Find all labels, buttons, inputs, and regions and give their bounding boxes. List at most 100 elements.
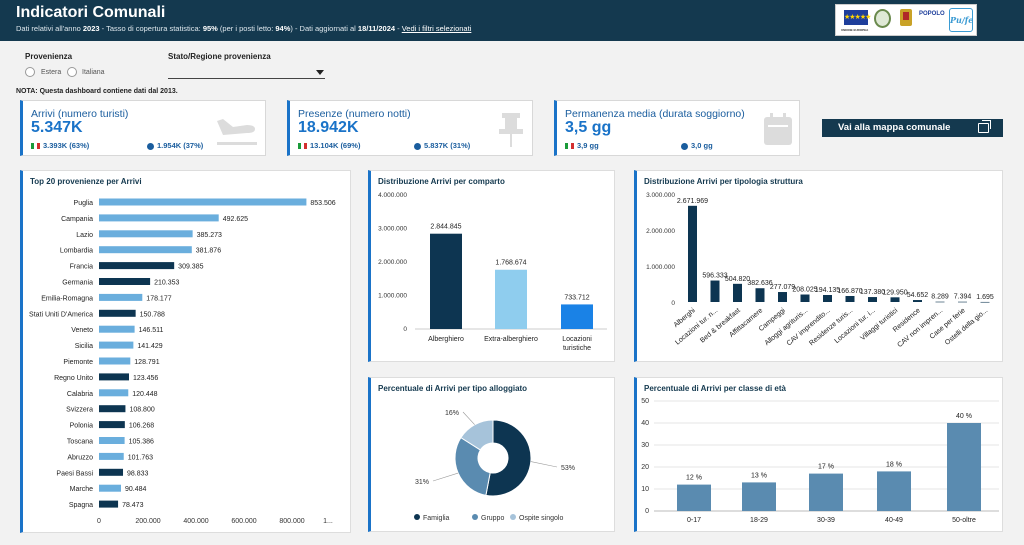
dashboard-note: NOTA: Questa dashboard contiene dati dal… — [16, 88, 178, 95]
leader-line — [530, 461, 558, 468]
bar — [913, 300, 922, 302]
panel-alloggiato: Percentuale di Arrivi per tipo alloggiat… — [368, 377, 615, 532]
globe-icon — [147, 142, 154, 150]
value-label: 90.484 — [125, 486, 147, 493]
category-label: Lazio — [76, 232, 93, 239]
subtitle-separator: - — [395, 24, 402, 33]
kpi-italian-value: 3.393K (63%) — [43, 141, 90, 150]
x-tick-label: 600.000 — [231, 518, 256, 525]
category-label: Locazioni — [562, 336, 592, 343]
value-label: 381.876 — [196, 248, 221, 255]
value-label: 78.473 — [122, 502, 144, 509]
bar — [868, 297, 877, 302]
value-label: 309.385 — [178, 264, 203, 271]
bar — [99, 262, 175, 270]
value-label: 105.386 — [129, 439, 154, 446]
bar — [935, 301, 945, 303]
y-tick-label: 20 — [641, 464, 649, 471]
bar — [99, 198, 307, 206]
panel-eta: Percentuale di Arrivi per classe di età … — [634, 377, 1003, 532]
category-label: Campania — [61, 216, 93, 223]
panel-tipologia: Distribuzione Arrivi per tipologia strut… — [634, 170, 1003, 362]
bar — [877, 471, 911, 511]
eta-chart: 50 40 30 20 10 0 12 % 0-17 13 % 18-29 17 % 30-39 18 … — [641, 398, 999, 524]
pin-icon — [499, 113, 523, 147]
value-label: 504.820 — [725, 276, 750, 283]
kpi-foreign-value: 3,0 gg — [691, 141, 713, 150]
puglia-fesr-logo: Pu/fe — [949, 8, 973, 32]
y-tick-label: 1.000.000 — [646, 264, 675, 271]
y-tick-label: 3.000.000 — [646, 192, 675, 199]
bar — [99, 437, 125, 444]
bar — [99, 293, 143, 301]
kpi-value: 5.347K — [31, 119, 83, 136]
kpi-presenze: Presenze (numero notti) 18.942K 13.104K … — [287, 100, 533, 156]
value-label: 1.768.674 — [495, 260, 526, 267]
y-tick-label: 50 — [641, 398, 649, 405]
radio-italiana[interactable] — [67, 67, 77, 77]
kpi-value: 18.942K — [298, 119, 359, 136]
republic-emblem-logo — [874, 9, 891, 28]
coverage-value: 95% — [202, 24, 218, 33]
kpi-title: Arrivi (numero turisti) — [31, 108, 129, 120]
y-tick-label: 3.000.000 — [378, 226, 407, 233]
value-label: 141.429 — [137, 343, 162, 350]
category-label: Emilia-Romagna — [41, 295, 93, 302]
bar — [99, 246, 192, 254]
value-label: 12 % — [686, 475, 702, 482]
category-label: Germania — [62, 280, 93, 287]
y-tick-label: 10 — [641, 486, 649, 493]
value-label: 40 % — [956, 413, 972, 420]
value-label: 166.870 — [837, 288, 862, 295]
y-tick-label: 2.000.000 — [646, 228, 675, 235]
category-label: Sicilia — [75, 343, 93, 350]
bar — [99, 357, 131, 365]
legend-label: Gruppo — [481, 515, 504, 522]
value-label: 1.695 — [976, 294, 994, 301]
bar — [495, 269, 527, 329]
bar — [99, 405, 126, 413]
x-tick-label: 0 — [97, 518, 101, 525]
bar — [99, 278, 151, 285]
bar — [890, 297, 900, 302]
value-label: 150.788 — [140, 311, 165, 318]
bar — [823, 295, 832, 302]
category-label: Toscana — [67, 439, 93, 446]
bar — [710, 280, 720, 302]
value-label: 106.268 — [129, 423, 154, 430]
value-label: 2.671.969 — [677, 198, 708, 205]
bar — [99, 452, 124, 460]
category-label: Calabria — [67, 391, 93, 398]
category-label: 40-49 — [885, 517, 903, 524]
category-label: turistiche — [563, 345, 591, 352]
bar — [99, 468, 124, 476]
value-label: 382.636 — [747, 280, 772, 287]
italy-flag-icon — [31, 143, 40, 150]
panel-title: Percentuale di Arrivi per tipo alloggiat… — [378, 384, 528, 393]
panel-title: Percentuale di Arrivi per classe di età — [644, 384, 786, 393]
chevron-down-icon[interactable] — [316, 70, 324, 75]
filters-link[interactable]: Vedi i filtri selezionati — [401, 24, 472, 33]
category-label: 30-39 — [817, 517, 835, 524]
kpi-foreign-value: 1.954K (37%) — [157, 141, 204, 150]
stato-select[interactable] — [168, 78, 325, 79]
x-tick-label: 1... — [323, 518, 333, 525]
kpi-title: Permanenza media (durata soggiorno) — [565, 108, 745, 120]
category-label: Piemonte — [63, 359, 93, 366]
value-label: 596.333 — [702, 273, 727, 280]
category-label: 50-oltre — [952, 517, 976, 524]
value-label: 108.800 — [129, 407, 154, 414]
panel-title: Distribuzione Arrivi per tipologia strut… — [644, 177, 803, 186]
panel-title: Distribuzione Arrivi per comparto — [378, 177, 505, 186]
header-bar: Indicatori Comunali Dati relativi all'an… — [0, 0, 1024, 41]
map-button[interactable]: Vai alla mappa comunale — [822, 119, 1003, 137]
radio-estera[interactable] — [25, 67, 35, 77]
category-label: 0-17 — [687, 517, 701, 524]
legend-label: Famiglia — [423, 515, 450, 522]
kpi-italian: 3.393K (63%) — [31, 141, 89, 150]
value-label: 54.652 — [907, 292, 929, 299]
value-label: 178.177 — [146, 295, 171, 302]
value-label: 277.079 — [770, 284, 795, 291]
subtitle-coverage-text: - Tasso di copertura statistica: — [99, 24, 203, 33]
bar — [99, 421, 125, 429]
